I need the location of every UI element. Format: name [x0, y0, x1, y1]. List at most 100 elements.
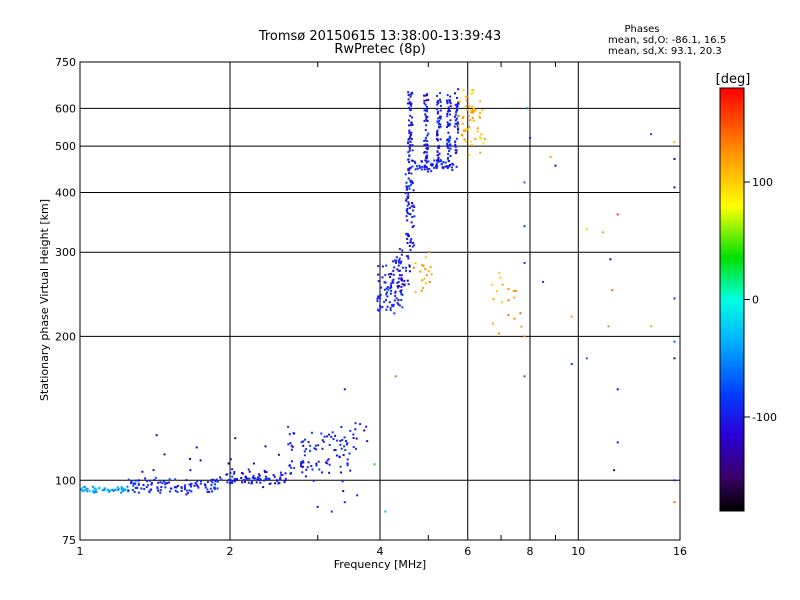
echo-point: [413, 160, 416, 163]
echo-point: [401, 283, 404, 286]
x-tick-label: 16: [673, 545, 687, 558]
echo-point: [258, 474, 261, 477]
echo-point: [302, 440, 305, 443]
echo-point: [413, 244, 416, 247]
echo-point: [406, 212, 409, 215]
echo-point: [120, 487, 123, 490]
echo-point: [186, 489, 188, 492]
echo-point: [437, 160, 440, 163]
echo-point: [446, 144, 449, 147]
echo-point: [455, 151, 458, 154]
echo-point: [446, 121, 449, 124]
echo-point: [408, 119, 410, 122]
echo-point: [396, 268, 399, 271]
echo-point: [435, 108, 438, 111]
echo-point: [455, 165, 458, 168]
echo-point: [408, 147, 411, 150]
echo-point: [405, 269, 407, 272]
echo-point: [355, 437, 358, 440]
echo-point: [436, 133, 438, 136]
echo-point: [454, 140, 457, 143]
echo-point: [397, 299, 400, 301]
echo-point: [507, 288, 510, 291]
echo-point: [114, 488, 117, 491]
echo-point: [226, 481, 229, 484]
echo-point: [245, 478, 248, 481]
echo-point: [130, 480, 133, 483]
echo-point: [411, 92, 414, 95]
echo-point: [397, 280, 400, 283]
echo-point: [499, 276, 502, 279]
echo-point: [149, 488, 152, 491]
echo-point: [365, 425, 368, 428]
echo-point: [330, 510, 333, 513]
echo-point: [355, 447, 357, 450]
echo-point: [420, 160, 423, 163]
echo-point: [673, 186, 676, 189]
echo-point: [455, 105, 458, 108]
echo-point: [373, 463, 376, 466]
echo-point: [513, 296, 516, 299]
echo-point: [101, 489, 104, 492]
echo-point: [321, 471, 324, 474]
echo-point: [449, 95, 452, 98]
echo-point: [300, 462, 303, 464]
echo-point: [126, 485, 129, 488]
echo-point: [449, 147, 452, 150]
echo-point: [390, 289, 393, 292]
echo-point: [266, 477, 269, 480]
echo-point: [401, 279, 403, 282]
echo-point: [193, 484, 196, 487]
echo-point: [381, 265, 384, 268]
echo-point: [476, 127, 479, 130]
echo-point: [424, 156, 427, 159]
echo-point: [231, 482, 234, 484]
echo-point: [208, 490, 211, 493]
echo-point: [440, 163, 443, 166]
echo-point: [430, 273, 433, 276]
echo-point: [439, 109, 442, 112]
echo-point: [312, 479, 315, 482]
echo-point: [406, 279, 409, 282]
echo-point: [330, 435, 333, 438]
echo-point: [352, 433, 355, 436]
echo-point: [189, 469, 192, 472]
echo-point: [409, 213, 412, 216]
echo-point: [156, 487, 159, 490]
echo-point: [435, 164, 437, 167]
echo-point: [259, 479, 262, 482]
echo-point: [164, 486, 167, 489]
echo-point: [601, 231, 604, 234]
echo-point: [176, 491, 179, 493]
echo-point: [289, 442, 292, 445]
echo-point: [529, 137, 531, 139]
echo-point: [206, 491, 209, 494]
echo-point: [332, 438, 335, 441]
echo-point: [411, 116, 413, 119]
echo-point: [439, 98, 441, 101]
echo-point: [449, 136, 452, 139]
echo-point: [430, 163, 433, 165]
echo-point: [474, 137, 477, 140]
echo-point: [160, 486, 163, 489]
echo-point: [423, 109, 426, 112]
echo-point: [455, 111, 458, 114]
echo-point: [411, 245, 414, 248]
echo-point: [436, 103, 439, 106]
echo-point: [381, 305, 384, 308]
echo-point: [447, 131, 450, 134]
echo-point: [407, 195, 410, 198]
echo-point: [407, 141, 410, 144]
echo-point: [408, 101, 411, 104]
echo-point: [398, 257, 401, 260]
echo-point: [333, 449, 336, 452]
echo-point: [425, 109, 428, 112]
echo-point: [81, 488, 83, 491]
echo-point: [426, 94, 428, 97]
echo-point: [406, 237, 409, 240]
echo-point: [447, 157, 449, 160]
echo-point: [425, 119, 428, 122]
echo-point: [379, 307, 382, 310]
echo-point: [455, 117, 458, 120]
echo-point: [514, 289, 517, 292]
